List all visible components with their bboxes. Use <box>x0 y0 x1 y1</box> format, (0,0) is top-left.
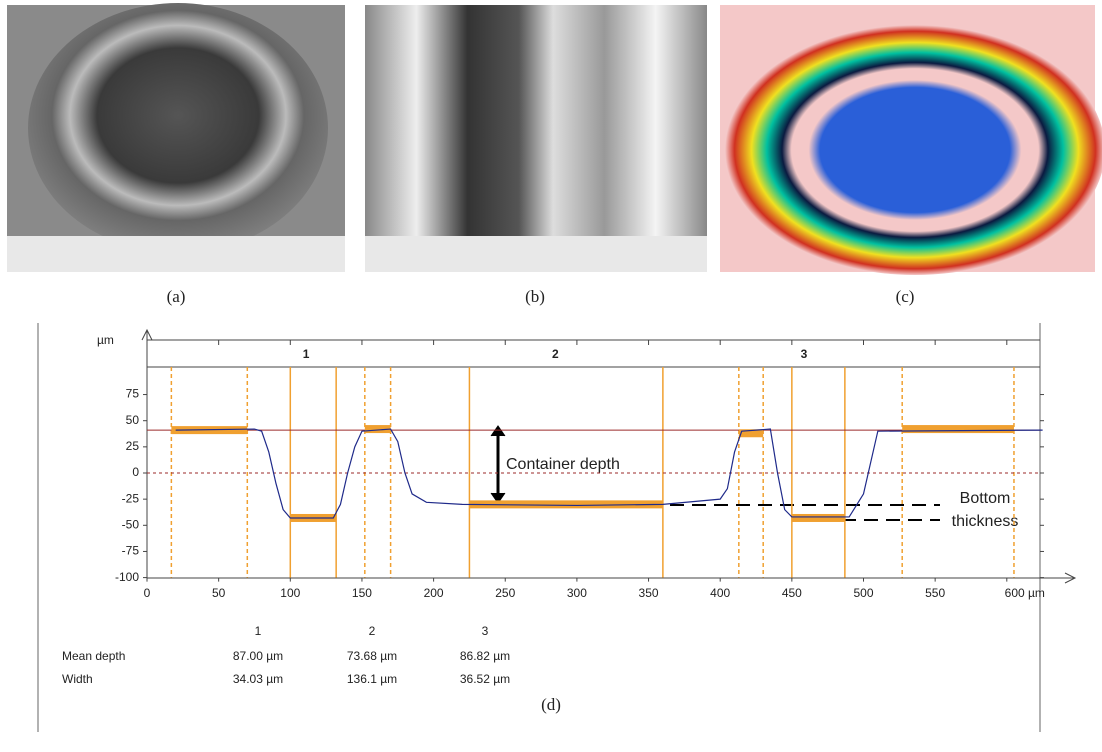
annotation: Container depth <box>506 456 620 473</box>
image-a-bar <box>7 236 345 272</box>
x-tick-label: 350 <box>639 586 659 600</box>
x-tick-label: 600 µm <box>1005 586 1045 600</box>
annotation: Bottom <box>960 490 1011 507</box>
x-tick-label: 450 <box>782 586 802 600</box>
x-tick-label: 100 <box>280 586 300 600</box>
figure: (a) (b) (c) (d) µm Container depth Botto… <box>0 0 1102 747</box>
y-tick-label: -25 <box>122 491 140 505</box>
image-b-bar <box>365 236 707 272</box>
y-tick-label: 75 <box>126 387 140 401</box>
table-header: 1 <box>255 624 262 638</box>
x-tick-label: 150 <box>352 586 372 600</box>
caption: (c) <box>896 287 915 306</box>
region-label: 1 <box>303 347 310 361</box>
y-tick-label: -50 <box>122 517 140 531</box>
cell: 36.52 µm <box>460 672 510 686</box>
table-header: 2 <box>369 624 376 638</box>
image-c-crater <box>725 25 1102 275</box>
caption: (d) <box>541 695 561 714</box>
cell: 86.82 µm <box>460 649 510 663</box>
caption: (a) <box>167 287 186 306</box>
x-tick-label: 400 <box>710 586 730 600</box>
y-tick-label: 25 <box>126 439 140 453</box>
segment-bar <box>902 425 1014 433</box>
segment-bar <box>792 514 845 522</box>
y-tick-label: 50 <box>126 413 140 427</box>
x-tick-label: 200 <box>424 586 444 600</box>
y-unit: µm <box>97 333 114 347</box>
x-tick-label: 250 <box>495 586 515 600</box>
x-tick-label: 0 <box>144 586 151 600</box>
x-tick-label: 550 <box>925 586 945 600</box>
x-tick-label: 50 <box>212 586 226 600</box>
region-label: 2 <box>552 347 559 361</box>
y-tick-label: -100 <box>115 570 139 584</box>
y-tick-label: 0 <box>132 465 139 479</box>
cell: 136.1 µm <box>347 672 397 686</box>
cell: 34.03 µm <box>233 672 283 686</box>
annotation: thickness <box>952 513 1019 530</box>
region-label: 3 <box>801 347 808 361</box>
image-a-crater <box>28 3 328 253</box>
row-label: Mean depth <box>62 649 125 663</box>
table-header: 3 <box>482 624 489 638</box>
image-b <box>365 5 707 272</box>
cell: 73.68 µm <box>347 649 397 663</box>
x-tick-label: 300 <box>567 586 587 600</box>
row-label: Width <box>62 672 93 686</box>
y-tick-label: -75 <box>122 544 140 558</box>
caption: (b) <box>525 287 545 306</box>
cell: 87.00 µm <box>233 649 283 663</box>
x-tick-label: 500 <box>853 586 873 600</box>
